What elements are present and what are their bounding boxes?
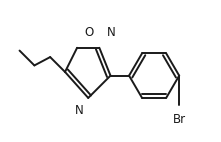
Text: N: N [75, 104, 84, 117]
Text: N: N [107, 26, 115, 39]
Text: O: O [84, 26, 93, 38]
Text: Br: Br [173, 113, 186, 126]
